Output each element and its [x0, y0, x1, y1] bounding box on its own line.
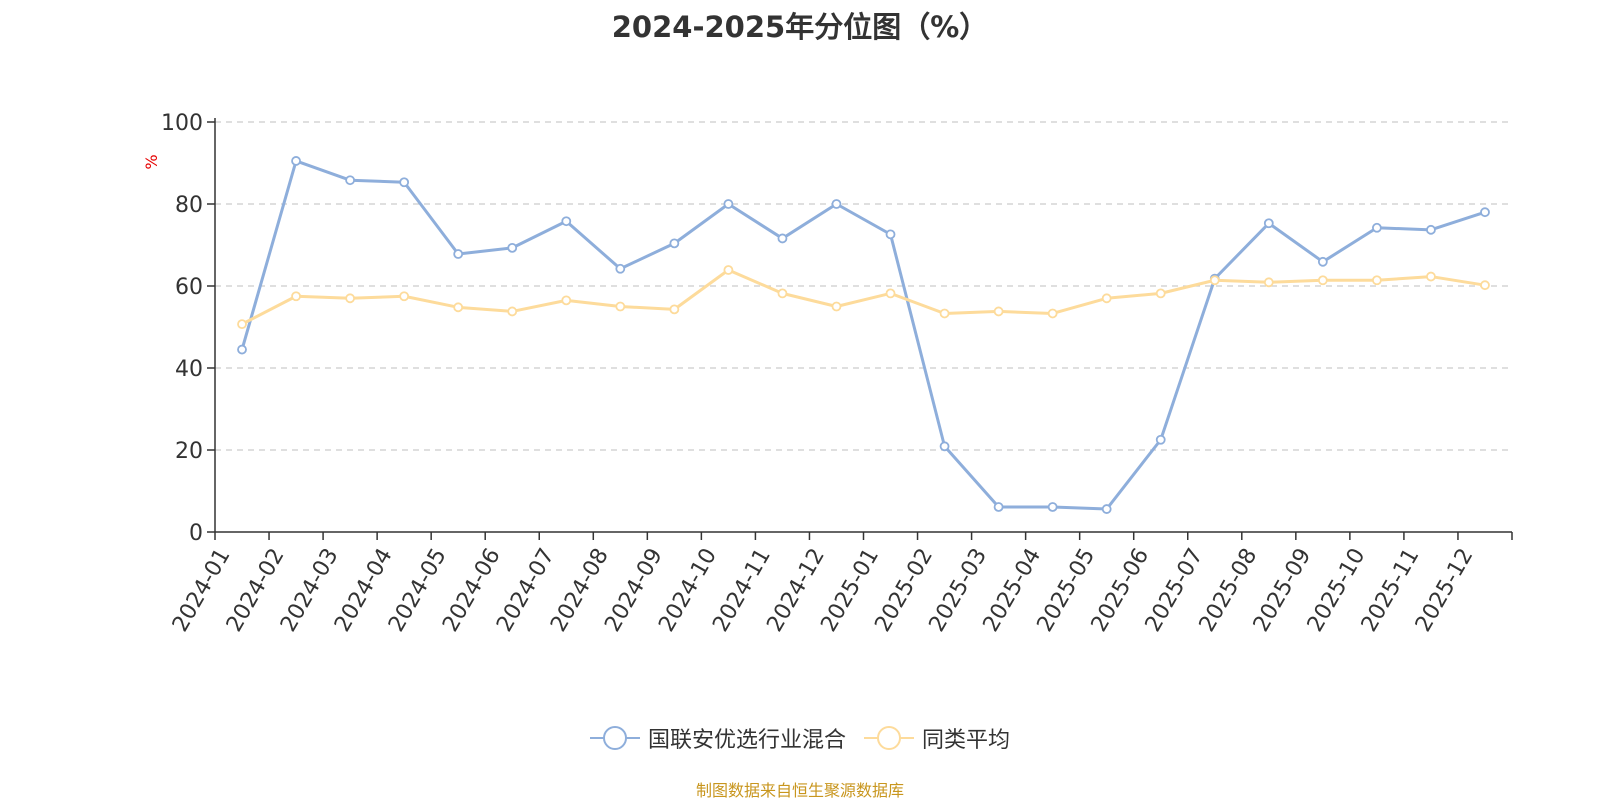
- series-line-1: [241, 268, 1486, 326]
- data-point-1[interactable]: [615, 301, 626, 312]
- data-point-0[interactable]: [453, 249, 464, 259]
- data-point-0[interactable]: [1317, 256, 1328, 267]
- y-tick-label: 0: [189, 521, 203, 546]
- data-point-1[interactable]: [1426, 271, 1436, 282]
- data-point-1[interactable]: [669, 304, 680, 315]
- y-tick-label: 60: [175, 275, 203, 300]
- data-point-1[interactable]: [1209, 275, 1220, 286]
- series-lines: [237, 156, 1490, 514]
- data-point-0[interactable]: [669, 238, 680, 249]
- data-point-1[interactable]: [453, 302, 464, 313]
- data-point-0[interactable]: [1101, 504, 1112, 514]
- data-point-1[interactable]: [831, 301, 842, 312]
- y-tick-label: 40: [175, 357, 203, 382]
- data-point-1[interactable]: [1101, 293, 1112, 304]
- chart-title: 2024-2025年分位图（%）: [611, 10, 989, 44]
- data-point-0[interactable]: [345, 175, 356, 186]
- y-tick-label: 20: [175, 439, 203, 464]
- data-point-0[interactable]: [723, 199, 734, 209]
- legend-label-peer-average: 同类平均: [922, 728, 1011, 753]
- data-point-0[interactable]: [507, 242, 518, 253]
- source-note: 制图数据来自恒生聚源数据库: [695, 781, 904, 800]
- data-point-1[interactable]: [1263, 277, 1274, 288]
- data-point-1[interactable]: [1155, 288, 1166, 299]
- data-point-1[interactable]: [1317, 275, 1328, 286]
- axes: 0204060801002024-012024-022024-032024-04…: [161, 111, 1513, 636]
- data-point-0[interactable]: [561, 216, 572, 227]
- data-point-0[interactable]: [993, 502, 1004, 512]
- y-tick-label: 80: [175, 193, 203, 218]
- grid-lines: [215, 121, 1512, 451]
- data-point-0[interactable]: [939, 441, 950, 452]
- data-point-1[interactable]: [723, 265, 734, 275]
- data-point-0[interactable]: [1480, 207, 1490, 218]
- legend-item-fund[interactable]: 国联安优选行业混合: [589, 722, 846, 754]
- legend-line-circle-icon: [589, 726, 640, 750]
- data-point-0[interactable]: [777, 233, 788, 244]
- data-point-1[interactable]: [939, 308, 950, 319]
- data-point-0[interactable]: [1426, 224, 1436, 235]
- data-point-1[interactable]: [345, 293, 356, 304]
- data-point-1[interactable]: [507, 306, 518, 317]
- series-line-0: [240, 159, 1486, 511]
- data-point-0[interactable]: [1155, 434, 1166, 445]
- data-point-0[interactable]: [1047, 502, 1058, 512]
- data-point-0[interactable]: [237, 344, 247, 355]
- data-point-0[interactable]: [291, 156, 301, 166]
- legend-line-circle-icon: [864, 726, 914, 750]
- data-point-0[interactable]: [615, 263, 626, 274]
- data-point-0[interactable]: [399, 177, 410, 188]
- data-point-1[interactable]: [1371, 275, 1382, 286]
- data-point-1[interactable]: [399, 291, 410, 302]
- data-point-0[interactable]: [885, 229, 896, 240]
- data-point-1[interactable]: [993, 306, 1004, 317]
- data-point-0[interactable]: [1263, 218, 1274, 229]
- data-point-1[interactable]: [1480, 280, 1490, 291]
- data-point-1[interactable]: [885, 288, 896, 299]
- data-point-1[interactable]: [1047, 308, 1058, 319]
- data-point-0[interactable]: [831, 199, 842, 209]
- legend-item-peer-average[interactable]: 同类平均: [864, 722, 1010, 754]
- data-point-1[interactable]: [291, 291, 301, 302]
- data-point-1[interactable]: [561, 295, 572, 306]
- data-point-0[interactable]: [1371, 222, 1382, 233]
- y-tick-label: 100: [161, 111, 203, 136]
- y-axis-label: %: [142, 154, 161, 169]
- data-point-1[interactable]: [237, 319, 247, 330]
- legend: 国联安优选行业混合 同类平均: [0, 722, 1600, 754]
- legend-label-fund: 国联安优选行业混合: [647, 728, 846, 753]
- data-point-1[interactable]: [777, 288, 788, 299]
